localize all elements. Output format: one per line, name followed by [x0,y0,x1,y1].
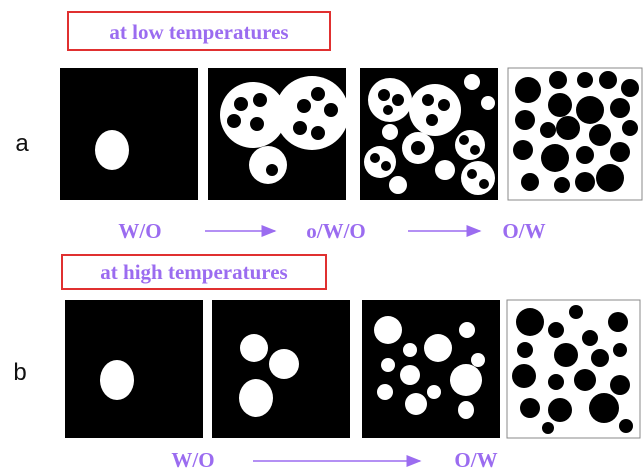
panels-a [60,68,642,200]
row-a-label: a [15,130,29,157]
row-a-title: at low temperatures [109,20,288,44]
row-b-title: at high temperatures [100,260,287,284]
stage-label: W/O [118,219,161,243]
stage-label: o/W/O [306,219,366,243]
stage-label: O/W [454,448,497,472]
panels-b [65,300,640,438]
stage-label: W/O [171,448,214,472]
stage-label: O/W [502,219,545,243]
row-b-label: b [13,359,26,386]
diagram: at low temperatures a W/O o/W/O O/W [0,0,643,472]
